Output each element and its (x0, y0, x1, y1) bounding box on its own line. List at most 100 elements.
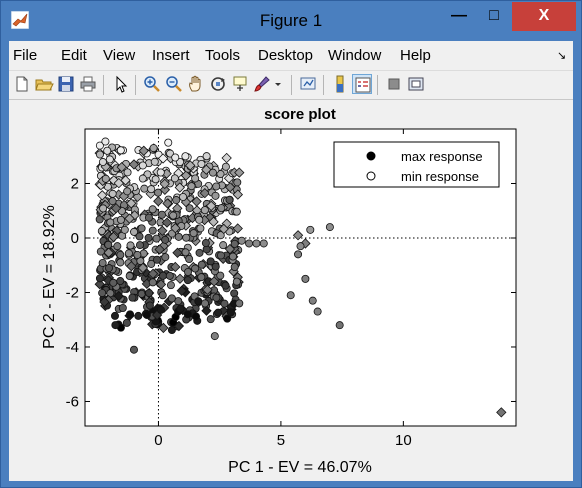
score-point (306, 225, 315, 234)
print-icon[interactable] (78, 74, 98, 94)
toolbar-separator (103, 75, 104, 95)
score-point (212, 182, 221, 191)
legend-marker-min (366, 171, 376, 181)
score-point (219, 241, 228, 250)
menu-insert[interactable]: Insert (152, 47, 190, 64)
score-point (216, 271, 225, 280)
score-point-diamond (113, 290, 124, 302)
score-point (95, 150, 104, 159)
score-point (196, 224, 205, 233)
menu-edit[interactable]: Edit (61, 47, 87, 64)
score-point (103, 182, 112, 191)
zoom-out-icon[interactable] (164, 74, 184, 94)
score-point (144, 233, 153, 242)
score-point (197, 273, 206, 282)
maximize-button[interactable]: □ (489, 7, 499, 24)
score-point (221, 281, 230, 290)
open-file-icon[interactable] (34, 74, 54, 94)
score-point (235, 299, 244, 308)
menu-help[interactable]: Help (400, 47, 431, 64)
pointer-icon[interactable] (110, 74, 130, 94)
score-point (137, 224, 146, 233)
score-point (147, 185, 156, 194)
title-bar[interactable]: Figure 1 — □ X (1, 1, 581, 41)
score-point-diamond (174, 182, 185, 193)
y-tick-label: 2 (71, 175, 79, 192)
score-point-diamond (128, 159, 140, 170)
score-point (185, 204, 194, 213)
score-point (95, 215, 104, 224)
score-point-diamond (94, 279, 105, 290)
menu-view[interactable]: View (103, 47, 136, 64)
score-point (313, 307, 322, 316)
legend-label-min: min response (401, 169, 479, 184)
axes-box (84, 128, 517, 427)
menu-window[interactable]: Window (328, 47, 382, 64)
hide-plot-tools-icon[interactable] (384, 74, 404, 94)
score-point (148, 278, 157, 287)
score-point (116, 250, 125, 259)
x-tick-label: 5 (277, 432, 285, 449)
score-point (147, 259, 156, 268)
score-point (191, 312, 200, 321)
score-point (133, 250, 142, 259)
score-point-diamond (153, 196, 164, 207)
link-plot-icon[interactable] (298, 74, 318, 94)
score-point-diamond (191, 196, 202, 207)
brush-icon[interactable] (252, 74, 272, 94)
window-client-area: File Edit View Insert Tools Desktop Wind… (9, 41, 573, 481)
score-plot-chart[interactable]: 0 5 10 -6 -4 -2 0 2 score plot PC 1 - EV = 46.… (9, 100, 573, 481)
score-point (230, 239, 239, 248)
pan-icon[interactable] (186, 74, 206, 94)
score-point-diamond (155, 279, 167, 290)
score-point (161, 235, 170, 244)
score-point-diamond (126, 261, 137, 272)
score-point (118, 304, 127, 313)
score-point (124, 249, 133, 258)
rotate-3d-icon[interactable] (208, 74, 228, 94)
new-figure-icon[interactable] (12, 74, 32, 94)
score-point (166, 281, 175, 290)
legend[interactable]: max response min response (333, 141, 500, 188)
score-point (197, 260, 206, 269)
score-point (216, 251, 225, 260)
score-point (157, 210, 166, 219)
score-point (135, 241, 144, 250)
score-point (113, 242, 122, 251)
colorbar-icon[interactable] (330, 74, 350, 94)
score-point (172, 196, 181, 205)
score-point (176, 304, 185, 313)
score-point (167, 326, 176, 335)
x-axis: 0 5 10 (154, 129, 412, 449)
score-point (233, 178, 242, 187)
score-point (129, 345, 138, 354)
menu-desktop[interactable]: Desktop (258, 47, 314, 64)
minimize-button[interactable]: — (451, 7, 467, 24)
score-point (103, 146, 112, 155)
close-button[interactable]: X (512, 2, 576, 31)
save-icon[interactable] (56, 74, 76, 94)
matlab-app-icon[interactable] (11, 11, 29, 29)
score-point (191, 264, 200, 273)
menu-tools[interactable]: Tools (205, 47, 241, 64)
zoom-in-icon[interactable] (142, 74, 162, 94)
legend-icon[interactable] (352, 74, 372, 94)
data-cursor-icon[interactable] (230, 74, 250, 94)
score-point-diamond (292, 230, 304, 241)
score-point-diamond (154, 244, 165, 255)
score-point-diamond (218, 223, 229, 235)
score-point (223, 314, 232, 323)
menu-dock-arrow-icon[interactable]: ↘ (557, 50, 567, 62)
brush-dropdown-icon[interactable] (272, 74, 284, 94)
score-points (94, 137, 244, 335)
score-point (189, 229, 198, 238)
menu-file[interactable]: File (13, 47, 38, 64)
figure-canvas[interactable]: 0 5 10 -6 -4 -2 0 2 score plot PC 1 - EV = 46.… (9, 100, 573, 481)
score-point-diamond (99, 296, 110, 308)
score-point (104, 240, 113, 249)
score-point (116, 215, 125, 224)
score-point-diamond (232, 189, 244, 200)
score-point (98, 288, 107, 297)
x-axis-label: PC 1 - EV = 46.07% (228, 459, 372, 476)
show-plot-tools-icon[interactable] (406, 74, 426, 94)
